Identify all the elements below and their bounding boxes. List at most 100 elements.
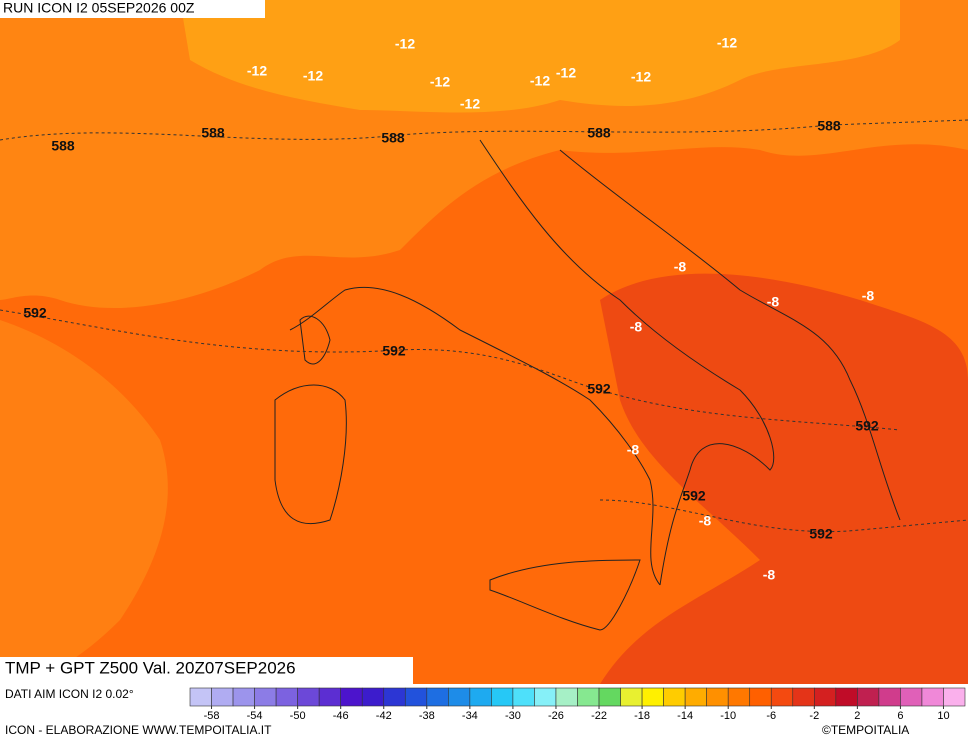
scale-tick-label: -54 [247, 710, 263, 722]
isoline-588 [0, 119, 968, 141]
scale-cell [534, 687, 557, 707]
scale-cell [900, 687, 923, 707]
scale-tick-label: -30 [505, 710, 521, 722]
scale-tick-label: -6 [766, 710, 776, 722]
temperature-label: -8 [862, 288, 875, 304]
geopotential-label: 592 [382, 343, 406, 359]
scale-cell [404, 687, 428, 707]
scale-cell [706, 687, 729, 707]
isolines [0, 119, 968, 533]
scale-cell [684, 687, 707, 707]
credit: ICON - ELABORAZIONE WWW.TEMPOITALIA.IT [5, 723, 272, 737]
scale-tick-label: -46 [333, 710, 349, 722]
temperature-label: -12 [303, 68, 323, 84]
geopotential-label: 592 [809, 526, 833, 542]
scale-cell [727, 687, 751, 707]
geopotential-label: 592 [682, 488, 706, 504]
scale-cell [835, 687, 858, 707]
scale-cell [663, 687, 686, 707]
temperature-label: -8 [763, 567, 776, 583]
geopotential-label: 592 [587, 381, 611, 397]
temperature-label: -12 [717, 35, 737, 51]
scale-tick-label: -26 [548, 710, 564, 722]
scale-cell [577, 687, 600, 707]
scale-tick-label: -10 [720, 710, 736, 722]
geopotential-label: 588 [587, 125, 611, 141]
scale-cell [857, 687, 880, 707]
map-labels: -12 -12 -12 -12 -12 -12 -12 -12 -12 -8 -8 -8 -8 -8 -8 -… [23, 35, 879, 583]
geopotential-label: 588 [381, 130, 405, 146]
scale-cell [620, 687, 643, 707]
scale-tick-label: -22 [591, 710, 607, 722]
copyright: ©TEMPOITALIA [822, 723, 909, 737]
scale-cell [232, 687, 255, 707]
scale-cell [749, 687, 772, 707]
scale-cell [921, 687, 944, 707]
west-zone [0, 320, 168, 684]
temperature-label: -12 [247, 63, 267, 79]
coastlines [274, 139, 901, 631]
run-label: RUN ICON I2 05SEP2026 00Z [3, 0, 195, 16]
scale-cell [491, 687, 514, 707]
scale-cell [469, 687, 492, 707]
corsica [299, 315, 331, 365]
scale-cell [814, 687, 837, 707]
scale-tick-label: 6 [897, 710, 903, 722]
geopotential-label: 592 [23, 305, 47, 321]
temperature-label: -8 [699, 513, 712, 529]
temperature-label: -8 [674, 259, 687, 275]
scale-cell [770, 687, 794, 707]
scale-cell [448, 687, 471, 707]
title-box [0, 657, 413, 684]
map: -12 -12 -12 -12 -12 -12 -12 -12 -12 -8 -8 -8 -8 -8 -8 -… [0, 0, 968, 684]
balkan-coast [559, 149, 901, 521]
scale-cell [943, 687, 966, 707]
scale-tick-label: -18 [634, 710, 650, 722]
header-box [0, 0, 265, 18]
isoline-592 [0, 309, 901, 431]
scale-cell [426, 687, 449, 707]
map-title: TMP + GPT Z500 Val. 20Z07SEP2026 [5, 658, 296, 677]
scale-cell [340, 687, 363, 707]
scale-cell [361, 687, 385, 707]
temperature-label: -12 [395, 36, 415, 52]
scale-cell [512, 687, 535, 707]
scale-cell [641, 687, 664, 707]
scale-tick-label: -42 [376, 710, 392, 722]
scale-cell [792, 687, 815, 707]
color-scale: -58 -54 -50 -46 -42 -38 -34 -30 -26 -22 -18 -14 -10-… [189, 687, 966, 722]
scale-cell [878, 687, 901, 707]
scale-cell [297, 687, 320, 707]
scale-cell [555, 687, 578, 707]
scale-tick-label: -38 [419, 710, 435, 722]
temperature-label: -8 [767, 294, 780, 310]
scale-tick-label: -34 [462, 710, 478, 722]
geopotential-label: 588 [51, 138, 75, 154]
scale-cell [189, 687, 212, 707]
scale-tick-label: -2 [809, 710, 819, 722]
geopotential-label: 588 [201, 125, 225, 141]
scale-cell [254, 687, 277, 707]
scale-cell [598, 687, 621, 707]
scale-tick-label: 10 [937, 710, 949, 722]
scale-cell [211, 687, 234, 707]
temperature-label: -12 [460, 96, 480, 112]
temperature-label: -12 [530, 73, 550, 89]
scale-tick-label: -14 [677, 710, 693, 722]
scale-cell [275, 687, 298, 707]
scale-tick-label: -50 [290, 710, 306, 722]
cool-zone [180, 0, 900, 113]
scale-tick-label: -58 [204, 710, 220, 722]
hot-zone [600, 273, 968, 684]
temperature-label: -8 [630, 319, 643, 335]
source: DATI AIM ICON I2 0.02° [5, 687, 134, 701]
geopotential-label: 592 [855, 418, 879, 434]
temperature-label: -12 [430, 74, 450, 90]
sicily [489, 559, 641, 631]
coastline [289, 286, 661, 586]
scale-cell [383, 687, 406, 707]
sardinia [274, 384, 347, 525]
scale-cell [318, 687, 341, 707]
temperature-label: -8 [627, 442, 640, 458]
